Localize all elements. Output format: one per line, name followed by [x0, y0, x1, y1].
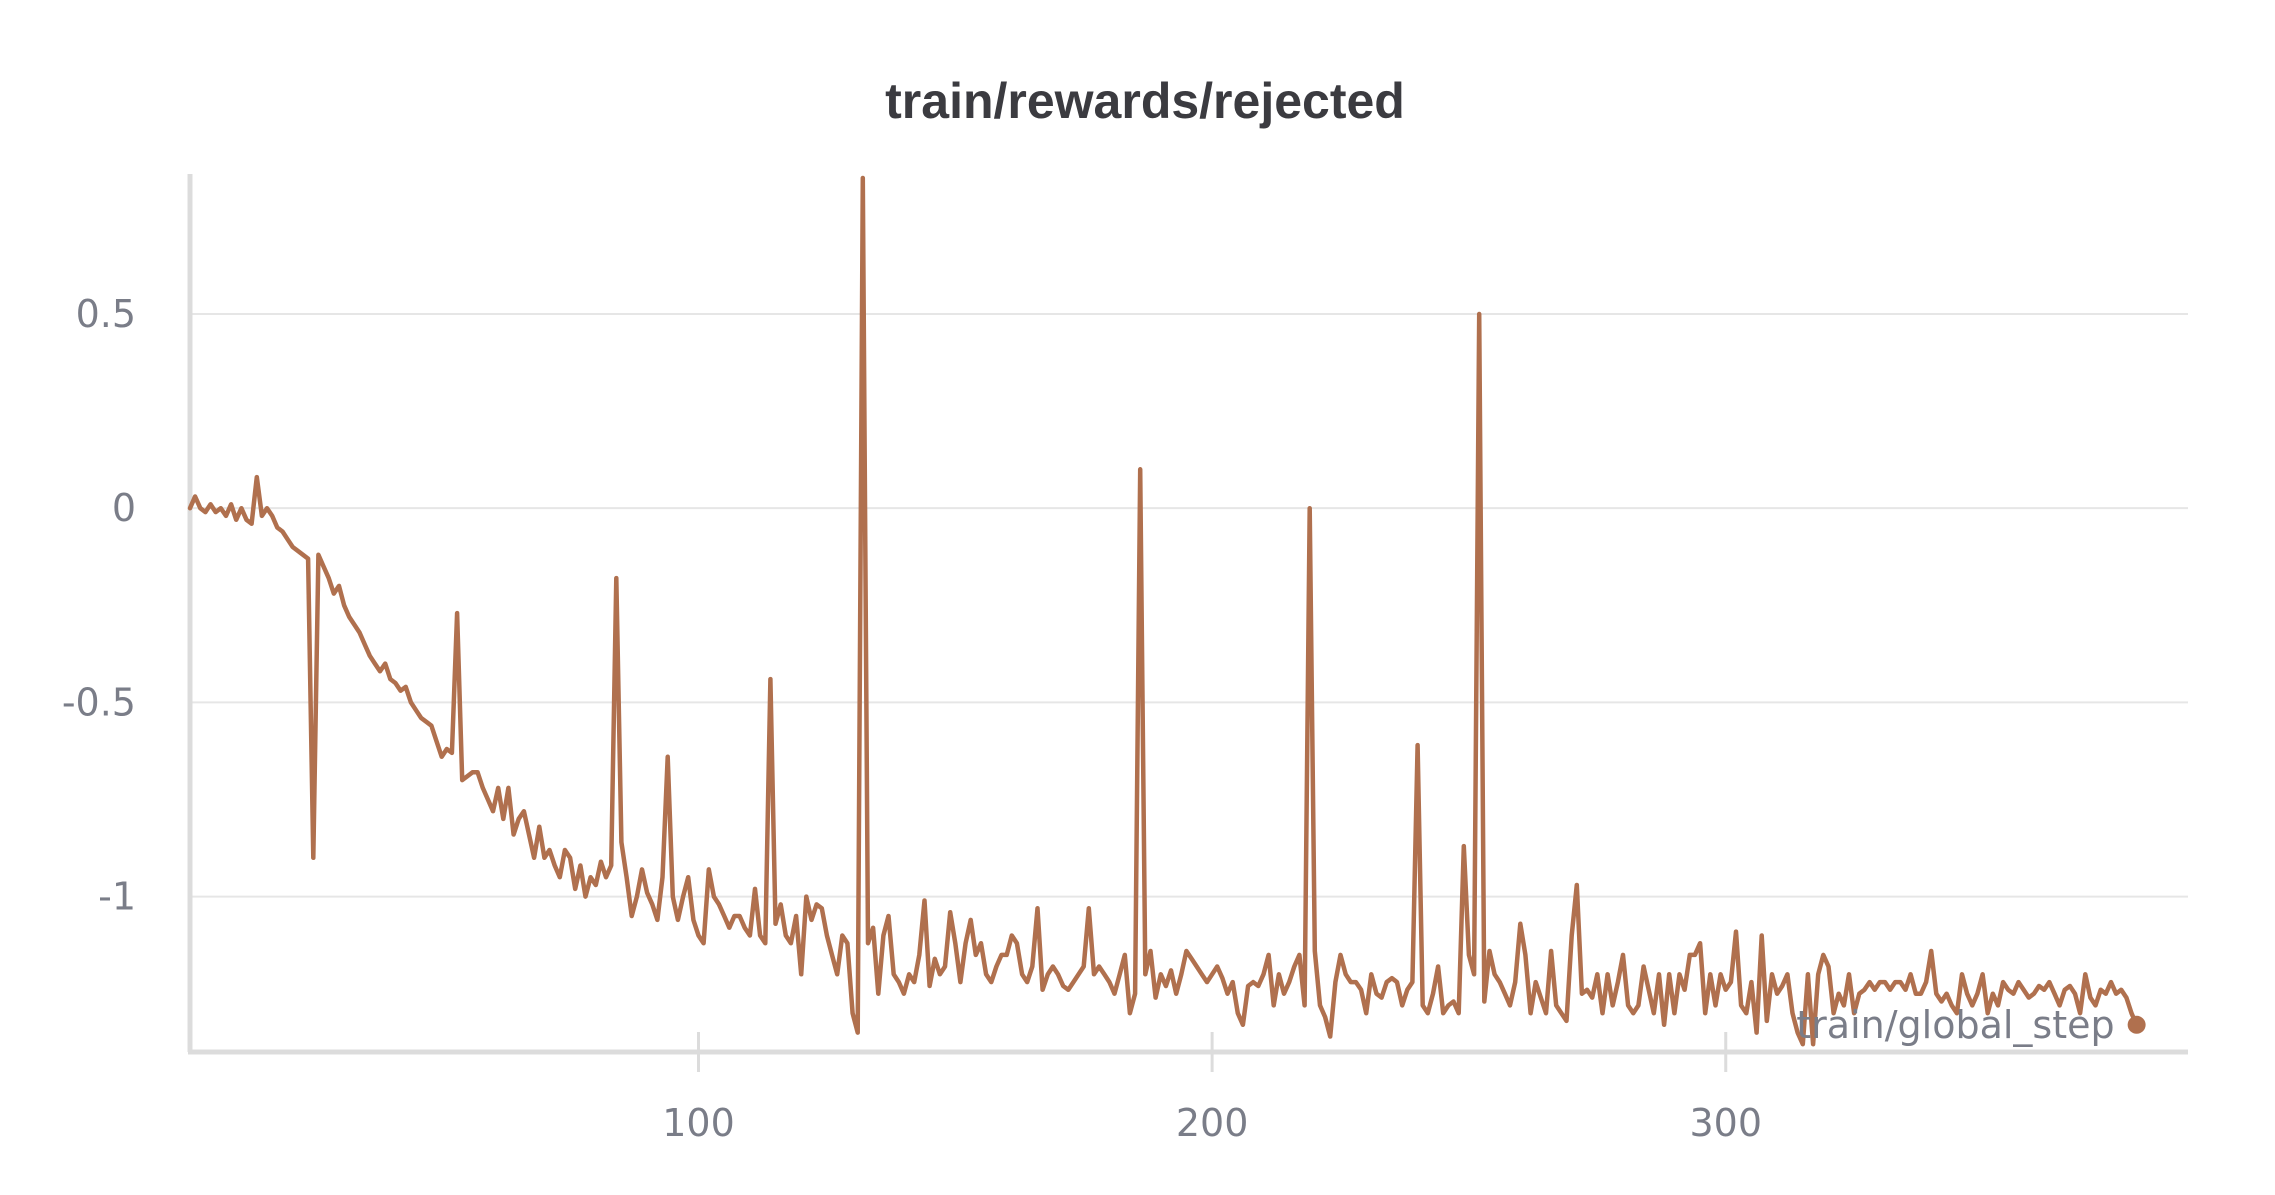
series-layer — [187, 175, 2146, 1047]
series-end-point — [2127, 1015, 2146, 1034]
x-tick-label: 300 — [1689, 1101, 1762, 1145]
axes — [187, 174, 2188, 1072]
grid-lines — [190, 312, 2188, 898]
x-tick-label: 100 — [662, 1101, 735, 1145]
series-line — [187, 175, 2139, 1047]
tick-labels: 0.5 0 -0.5 -1 100 200 300 — [62, 292, 1762, 1145]
y-tick-label: 0.5 — [76, 292, 136, 336]
y-tick-label: 0 — [112, 486, 136, 530]
y-tick-label: -0.5 — [62, 680, 136, 724]
y-tick-label: -1 — [98, 875, 136, 919]
chart-title: train/rewards/rejected — [885, 73, 1405, 129]
x-axis-label: train/global_step — [1796, 1003, 2114, 1047]
x-tick-label: 200 — [1176, 1101, 1249, 1145]
